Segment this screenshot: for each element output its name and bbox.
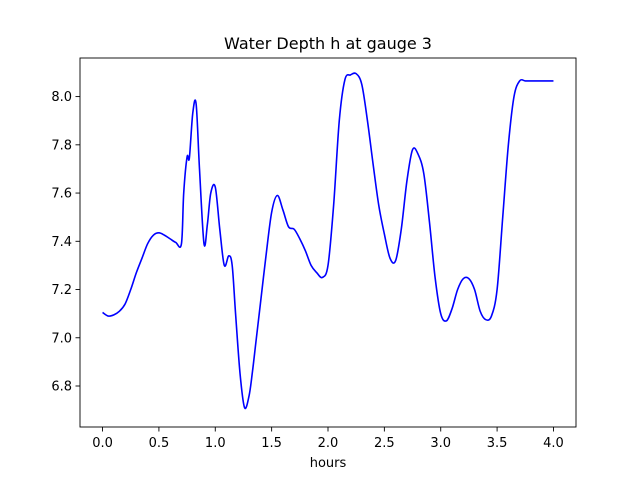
x-tick-label: 0.0 xyxy=(92,436,113,451)
x-tick-label: 0.5 xyxy=(149,436,170,451)
x-tick-label: 2.0 xyxy=(318,436,339,451)
y-tick-label: 7.4 xyxy=(51,235,72,250)
x-tick-label: 1.0 xyxy=(205,436,226,451)
x-axis-label: hours xyxy=(310,456,347,471)
x-tick-label: 3.5 xyxy=(487,436,508,451)
chart-title: Water Depth h at gauge 3 xyxy=(224,34,432,53)
y-tick-label: 7.6 xyxy=(51,187,72,202)
y-tick-label: 6.8 xyxy=(51,380,72,395)
x-tick-label: 4.0 xyxy=(543,436,564,451)
y-tick-label: 7.0 xyxy=(51,331,72,346)
plot-area: 0.0 0.5 1.0 1.5 2.0 2.5 3.0 3.5 4.0 6.8 7.0 7.2 7.4 7… xyxy=(51,57,577,451)
x-tick-label: 1.5 xyxy=(261,436,282,451)
y-tick-label: 8.0 xyxy=(51,90,72,105)
x-tick-label: 3.0 xyxy=(430,436,451,451)
y-tick-label: 7.2 xyxy=(51,283,72,298)
series-line-1 xyxy=(102,72,554,410)
x-tick-label: 2.5 xyxy=(374,436,395,451)
y-tick-label: 7.8 xyxy=(51,138,72,153)
